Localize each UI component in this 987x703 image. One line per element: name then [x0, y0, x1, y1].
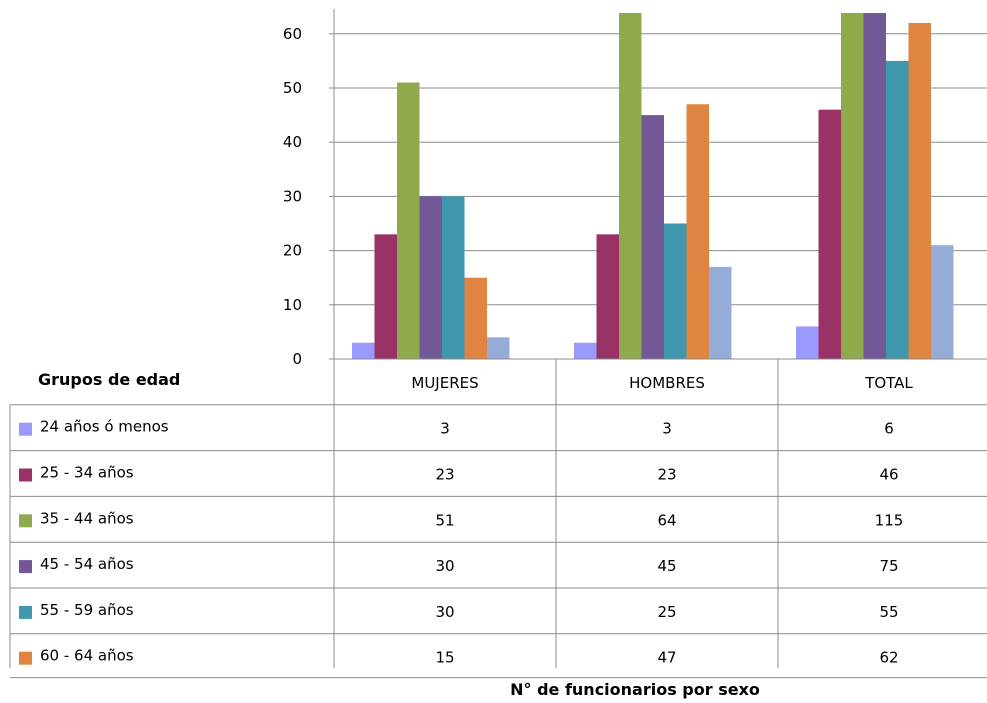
table-cell: 25: [657, 603, 676, 621]
table-cell: 46: [879, 466, 898, 484]
row-label: 35 - 44 años: [40, 509, 134, 527]
bar: [841, 13, 864, 359]
bar: [641, 115, 664, 359]
table-cell: 62: [879, 649, 898, 667]
bar: [796, 326, 819, 359]
legend-title: Grupos de edad: [38, 370, 180, 389]
category-label: HOMBRES: [629, 374, 705, 392]
row-label: 45 - 54 años: [40, 555, 134, 573]
bar: [596, 234, 619, 359]
row-label: 25 - 34 años: [40, 464, 134, 482]
x-axis-title: N° de funcionarios por sexo: [510, 680, 760, 699]
table-cell: 45: [657, 557, 676, 575]
bar: [709, 266, 732, 359]
legend-key: [19, 468, 32, 482]
bar: [619, 13, 642, 359]
bar: [352, 342, 375, 359]
bars: [352, 13, 954, 360]
table-cell: 55: [879, 603, 898, 621]
legend-key: [19, 560, 32, 574]
bar: [464, 277, 487, 359]
row-label: 55 - 59 años: [40, 601, 134, 619]
table-cell: 23: [435, 466, 454, 484]
table-cell: 6: [884, 420, 894, 438]
legend-key: [19, 651, 32, 665]
legend-key: [19, 422, 32, 436]
bar: [374, 234, 397, 359]
y-tick-label: 30: [283, 187, 302, 205]
table-cell: 23: [657, 466, 676, 484]
category-label: TOTAL: [864, 374, 913, 392]
table-cell: 47: [657, 649, 676, 667]
legend-key: [19, 514, 32, 528]
category-label: MUJERES: [411, 374, 478, 392]
y-tick-label: 60: [283, 25, 302, 43]
bar: [487, 337, 510, 359]
y-tick-label: 0: [292, 350, 302, 368]
bar: [908, 22, 931, 360]
data-table: MUJERES HOMBRES TOTAL 24 años ó menos 3 3 6 25 …: [9, 359, 987, 679]
y-tick-label: 50: [283, 79, 302, 97]
table-cell: 3: [662, 420, 672, 438]
bar: [574, 342, 597, 359]
row-label: 60 - 64 años: [40, 647, 134, 665]
bar: [397, 82, 420, 359]
bar: [931, 245, 954, 359]
table-cell: 30: [435, 603, 454, 621]
y-tick-label: 20: [283, 242, 302, 260]
table-cell: 30: [435, 557, 454, 575]
y-tick-label: 10: [283, 296, 302, 314]
table-cell: 3: [440, 420, 450, 438]
table-cell: 15: [435, 649, 454, 667]
row-label: 24 años ó menos: [40, 418, 169, 436]
bar: [863, 13, 886, 359]
legend-key: [19, 605, 32, 619]
bar: [664, 223, 687, 359]
table-cell: 64: [657, 511, 676, 529]
bar: [686, 104, 709, 359]
table-cell: 115: [875, 511, 904, 529]
bar: [419, 196, 442, 359]
bar: [442, 196, 465, 359]
axes: 0 10 20 30 40 50 60: [283, 9, 987, 368]
table-cell: 75: [879, 557, 898, 575]
table-cell: 51: [435, 511, 454, 529]
bar: [818, 109, 841, 360]
bar: [886, 60, 909, 360]
y-tick-label: 40: [283, 133, 302, 151]
